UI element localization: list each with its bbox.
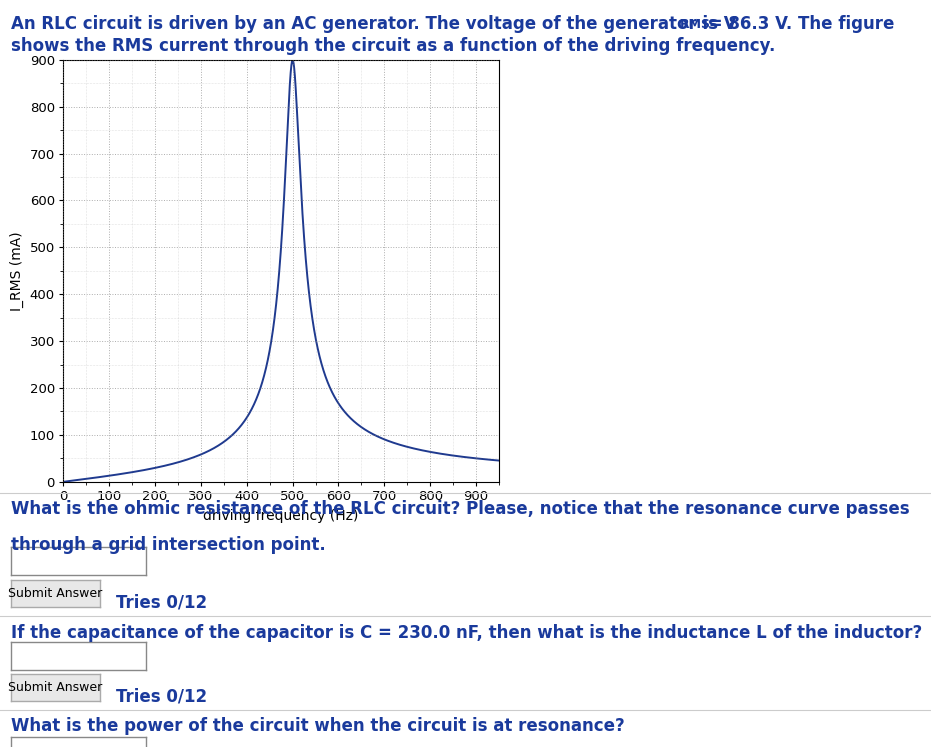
Text: Submit Answer: Submit Answer [8,681,102,694]
Text: An RLC circuit is driven by an AC generator. The voltage of the generator is V: An RLC circuit is driven by an AC genera… [11,15,736,33]
Text: = 86.3 V. The figure: = 86.3 V. The figure [703,15,895,33]
Y-axis label: I_RMS (mA): I_RMS (mA) [10,231,24,311]
Text: Tries 0/12: Tries 0/12 [116,687,208,705]
X-axis label: driving frequency (Hz): driving frequency (Hz) [204,509,358,523]
Text: What is the ohmic resistance of the RLC circuit? Please, notice that the resonan: What is the ohmic resistance of the RLC … [11,500,910,518]
Text: RMS: RMS [680,18,710,31]
Text: through a grid intersection point.: through a grid intersection point. [11,536,326,554]
Text: Submit Answer: Submit Answer [8,586,102,600]
Text: shows the RMS current through the circuit as a function of the driving frequency: shows the RMS current through the circui… [11,37,776,55]
Text: What is the power of the circuit when the circuit is at resonance?: What is the power of the circuit when th… [11,717,625,735]
Text: If the capacitance of the capacitor is C = 230.0 nF, then what is the inductance: If the capacitance of the capacitor is C… [11,624,923,642]
Text: Tries 0/12: Tries 0/12 [116,593,208,611]
